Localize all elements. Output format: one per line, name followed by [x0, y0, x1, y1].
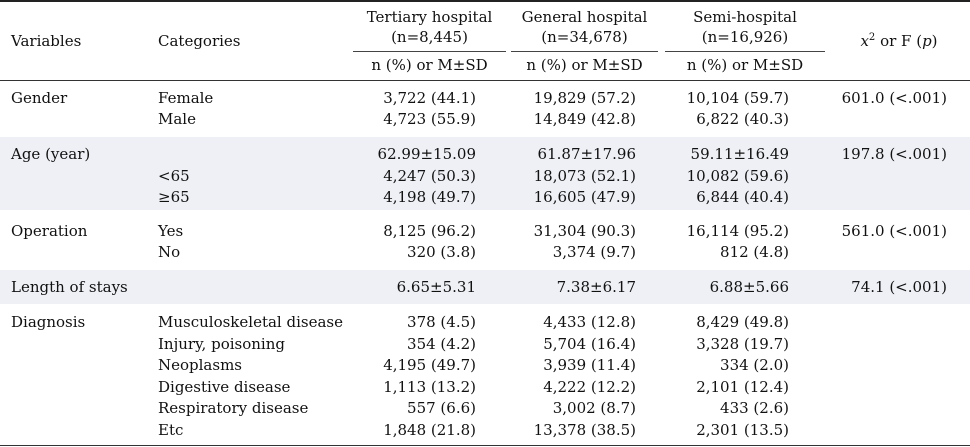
stat-x: x [860, 32, 869, 50]
row-value: 16,114 (95.2) [686, 222, 789, 240]
row-variable: Operation [11, 222, 88, 240]
header-hospital-sub: n (%) or M±SD [526, 56, 643, 74]
row-value: 4,247 (50.3) [383, 167, 476, 185]
row-variable: Diagnosis [11, 313, 86, 331]
row-value: 320 (3.8) [407, 243, 476, 261]
row-value: 557 (6.6) [407, 399, 476, 417]
row-category: ≥65 [158, 188, 190, 206]
row-value: 62.99±15.09 [377, 145, 476, 163]
row-value: 6.65±5.31 [396, 278, 476, 296]
row-value: 16,605 (47.9) [533, 188, 636, 206]
rule-line [0, 80, 970, 81]
row-value: 14,849 (42.8) [533, 110, 636, 128]
row-value: 6.88±5.66 [709, 278, 789, 296]
row-value: 3,722 (44.1) [383, 89, 476, 107]
row-value: 3,328 (19.7) [696, 335, 789, 353]
row-category: Male [158, 110, 196, 128]
row-value: 354 (4.2) [407, 335, 476, 353]
row-value: 4,195 (49.7) [383, 356, 476, 374]
rule-line [665, 51, 825, 52]
row-value: 3,939 (11.4) [543, 356, 636, 374]
row-value: 13,378 (38.5) [533, 421, 636, 439]
header-variables: Variables [11, 32, 82, 50]
row-variable: Length of stays [11, 278, 128, 296]
row-statistic: 561.0 (<.001) [841, 222, 947, 240]
header-hospital-sub: n (%) or M±SD [371, 56, 488, 74]
row-value: 10,082 (59.6) [686, 167, 789, 185]
row-category: <65 [158, 167, 190, 185]
header-hospital-n: (n=16,926) [701, 28, 789, 46]
header-categories: Categories [158, 32, 241, 50]
row-value: 5,704 (16.4) [543, 335, 636, 353]
row-value: 31,304 (90.3) [533, 222, 636, 240]
row-category: Digestive disease [158, 378, 291, 396]
row-value: 378 (4.5) [407, 313, 476, 331]
row-value: 19,829 (57.2) [533, 89, 636, 107]
rule-line [0, 445, 970, 446]
row-category: Neoplasms [158, 356, 242, 374]
row-category: Injury, poisoning [158, 335, 285, 353]
row-band [0, 270, 970, 304]
row-value: 8,429 (49.8) [696, 313, 789, 331]
stat-close: ) [931, 32, 938, 50]
row-value: 812 (4.8) [720, 243, 789, 261]
row-value: 3,374 (9.7) [552, 243, 636, 261]
row-value: 4,723 (55.9) [383, 110, 476, 128]
row-category: Etc [158, 421, 184, 439]
row-value: 2,301 (13.5) [696, 421, 789, 439]
header-hospital-sub: n (%) or M±SD [686, 56, 804, 74]
row-category: Respiratory disease [158, 399, 309, 417]
header-hospital-name: General hospital [521, 8, 648, 26]
header-hospital-n: (n=8,445) [391, 28, 468, 46]
row-value: 59.11±16.49 [690, 145, 789, 163]
row-value: 4,222 (12.2) [543, 378, 636, 396]
row-value: 61.87±17.96 [537, 145, 636, 163]
row-value: 3,002 (8.7) [552, 399, 636, 417]
header-hospital-name: Tertiary hospital [366, 8, 493, 26]
rule-line [511, 51, 658, 52]
row-value: 334 (2.0) [720, 356, 789, 374]
row-value: 7.38±6.17 [556, 278, 636, 296]
header-hospital-name: Semi-hospital [693, 8, 797, 26]
stat-text: or F ( [875, 32, 923, 50]
row-value: 433 (2.6) [720, 399, 789, 417]
stat-p: p [922, 32, 932, 50]
stat-superscript: 2 [868, 32, 876, 43]
row-value: 4,198 (49.7) [383, 188, 476, 206]
row-category: Female [158, 89, 214, 107]
row-value: 4,433 (12.8) [543, 313, 636, 331]
row-value: 1,848 (21.8) [383, 421, 476, 439]
row-variable: Age (year) [11, 145, 91, 163]
row-band [0, 137, 970, 210]
header-hospital-n: (n=34,678) [541, 28, 628, 46]
row-variable: Gender [11, 89, 68, 107]
row-value: 18,073 (52.1) [533, 167, 636, 185]
row-category: No [158, 243, 181, 261]
row-category: Musculoskeletal disease [158, 313, 343, 331]
row-value: 1,113 (13.2) [383, 378, 476, 396]
row-value: 10,104 (59.7) [686, 89, 789, 107]
row-value: 6,844 (40.4) [696, 188, 789, 206]
rule-line [0, 0, 970, 2]
row-value: 6,822 (40.3) [696, 110, 789, 128]
header-statistic: x2 or F (p) [828, 31, 970, 51]
row-statistic: 74.1 (<.001) [851, 278, 947, 296]
row-value: 8,125 (96.2) [383, 222, 476, 240]
row-category: Yes [158, 222, 184, 240]
row-statistic: 601.0 (<.001) [841, 89, 947, 107]
row-statistic: 197.8 (<.001) [841, 145, 947, 163]
row-value: 2,101 (12.4) [696, 378, 789, 396]
rule-line [353, 51, 506, 52]
